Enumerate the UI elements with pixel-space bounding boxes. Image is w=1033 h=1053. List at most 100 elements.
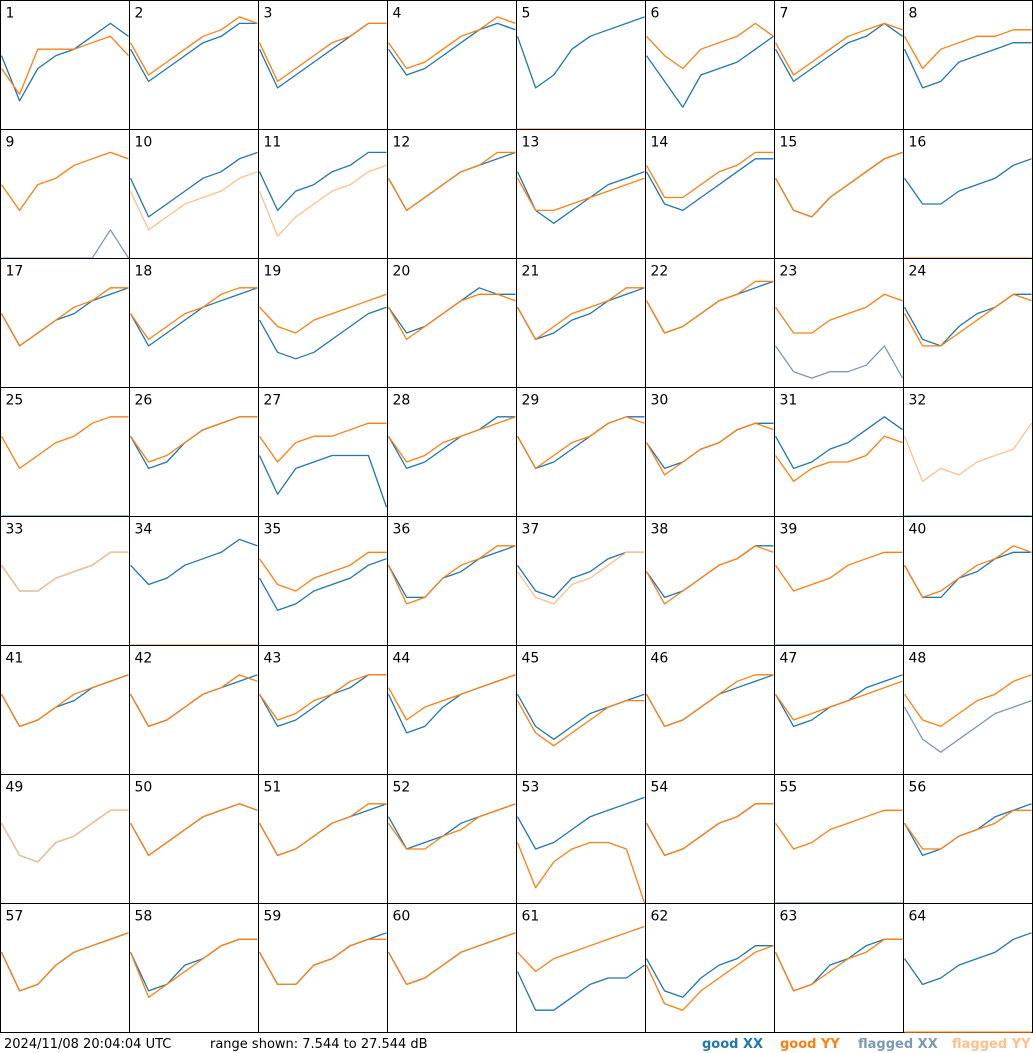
panel-number: 63 [780, 909, 798, 925]
panel-number: 64 [909, 909, 927, 925]
spectrum-line [774, 416, 903, 470]
panel [258, 516, 388, 646]
panel [387, 645, 517, 775]
panel-number: 8 [909, 6, 918, 22]
spectrum-line [516, 16, 645, 89]
spectrum-line [516, 796, 645, 850]
panel [258, 129, 388, 259]
legend-entry: good YY [780, 1037, 840, 1052]
spectrum-line [516, 416, 645, 470]
spectrum-line [387, 545, 516, 605]
panel [774, 258, 904, 388]
panel [645, 645, 775, 775]
spectrum-line [903, 158, 1032, 205]
panel-number: 50 [135, 780, 153, 796]
spectrum-line [129, 803, 258, 857]
panel [129, 129, 259, 259]
legend-entry: good XX [702, 1037, 763, 1052]
spectrum-line [645, 945, 774, 998]
panel [0, 0, 130, 130]
spectrum-line [258, 674, 387, 728]
spectrum-line [129, 22, 258, 83]
panel [903, 645, 1033, 775]
panel [258, 645, 388, 775]
panel-number: 32 [909, 393, 927, 409]
panel [903, 0, 1033, 130]
panel-number: 34 [135, 522, 153, 538]
spectrum-line [774, 151, 903, 218]
panel-number: 6 [651, 6, 660, 22]
spectrum-line [903, 699, 1032, 753]
panel [903, 903, 1033, 1033]
panel-number: 24 [909, 264, 927, 280]
spectrum-line [774, 680, 903, 721]
panel [903, 774, 1033, 904]
spectrum-line [774, 293, 903, 334]
spectrum-line [516, 699, 645, 747]
panel-number: 35 [264, 522, 282, 538]
spectrum-line [645, 422, 774, 476]
panel [129, 0, 259, 130]
spectrum-line [0, 551, 129, 592]
panel-number: 45 [522, 651, 540, 667]
spectrum-line [129, 16, 258, 76]
panel-number: 38 [651, 522, 669, 538]
spectrum-line [129, 151, 258, 218]
panel-number: 49 [6, 780, 24, 796]
spectrum-line [387, 16, 516, 70]
panel-number: 41 [6, 651, 24, 667]
spectrum-line [517, 925, 645, 973]
spectrum-line [0, 151, 129, 212]
spectrum-line [903, 29, 1032, 70]
spectrum-line [258, 551, 387, 592]
panel [645, 774, 775, 904]
panel [516, 645, 646, 775]
spectrum-line [516, 964, 645, 1011]
panel-number: 48 [909, 651, 927, 667]
spectrum-line [516, 551, 645, 599]
panel-number: 9 [6, 135, 15, 151]
spectrum-line [0, 35, 129, 95]
spectrum-line [774, 435, 903, 482]
panel [387, 903, 517, 1033]
spectrum-line [774, 551, 903, 592]
spectrum-line [645, 674, 774, 728]
spectrum-line [387, 803, 516, 850]
panel-number: 56 [909, 780, 927, 796]
spectrum-line [0, 809, 129, 863]
panel [645, 0, 775, 130]
spectrum-line [387, 416, 516, 470]
panel [516, 387, 646, 517]
panel [516, 903, 646, 1033]
panel [774, 129, 904, 259]
panel-number: 43 [264, 651, 282, 667]
panel-number: 53 [522, 780, 540, 796]
panel-number: 57 [6, 909, 24, 925]
panel-number: 36 [393, 522, 411, 538]
panel [129, 645, 259, 775]
panel [387, 0, 517, 130]
spectrum-line [516, 171, 645, 224]
panel [903, 258, 1033, 388]
spectrum-line [259, 293, 387, 334]
spectrum-line [387, 22, 516, 76]
spectrum-line [258, 803, 387, 857]
panel [774, 903, 904, 1033]
panel [387, 258, 517, 388]
panel-number: 59 [264, 909, 282, 925]
panel-number: 7 [780, 6, 789, 22]
panel-number: 19 [264, 264, 282, 280]
panel [774, 774, 904, 904]
panel [0, 258, 130, 388]
spectrum-line [774, 22, 903, 83]
panel [774, 645, 904, 775]
panel-number: 46 [651, 651, 669, 667]
panel [516, 0, 646, 130]
spectrum-line [774, 22, 903, 76]
spectrum-line [516, 841, 646, 904]
legend-entry: flagged XX [858, 1037, 938, 1052]
spectrum-line [129, 287, 258, 347]
panel [387, 129, 517, 259]
panel [516, 129, 646, 259]
spectrum-line [129, 287, 258, 341]
